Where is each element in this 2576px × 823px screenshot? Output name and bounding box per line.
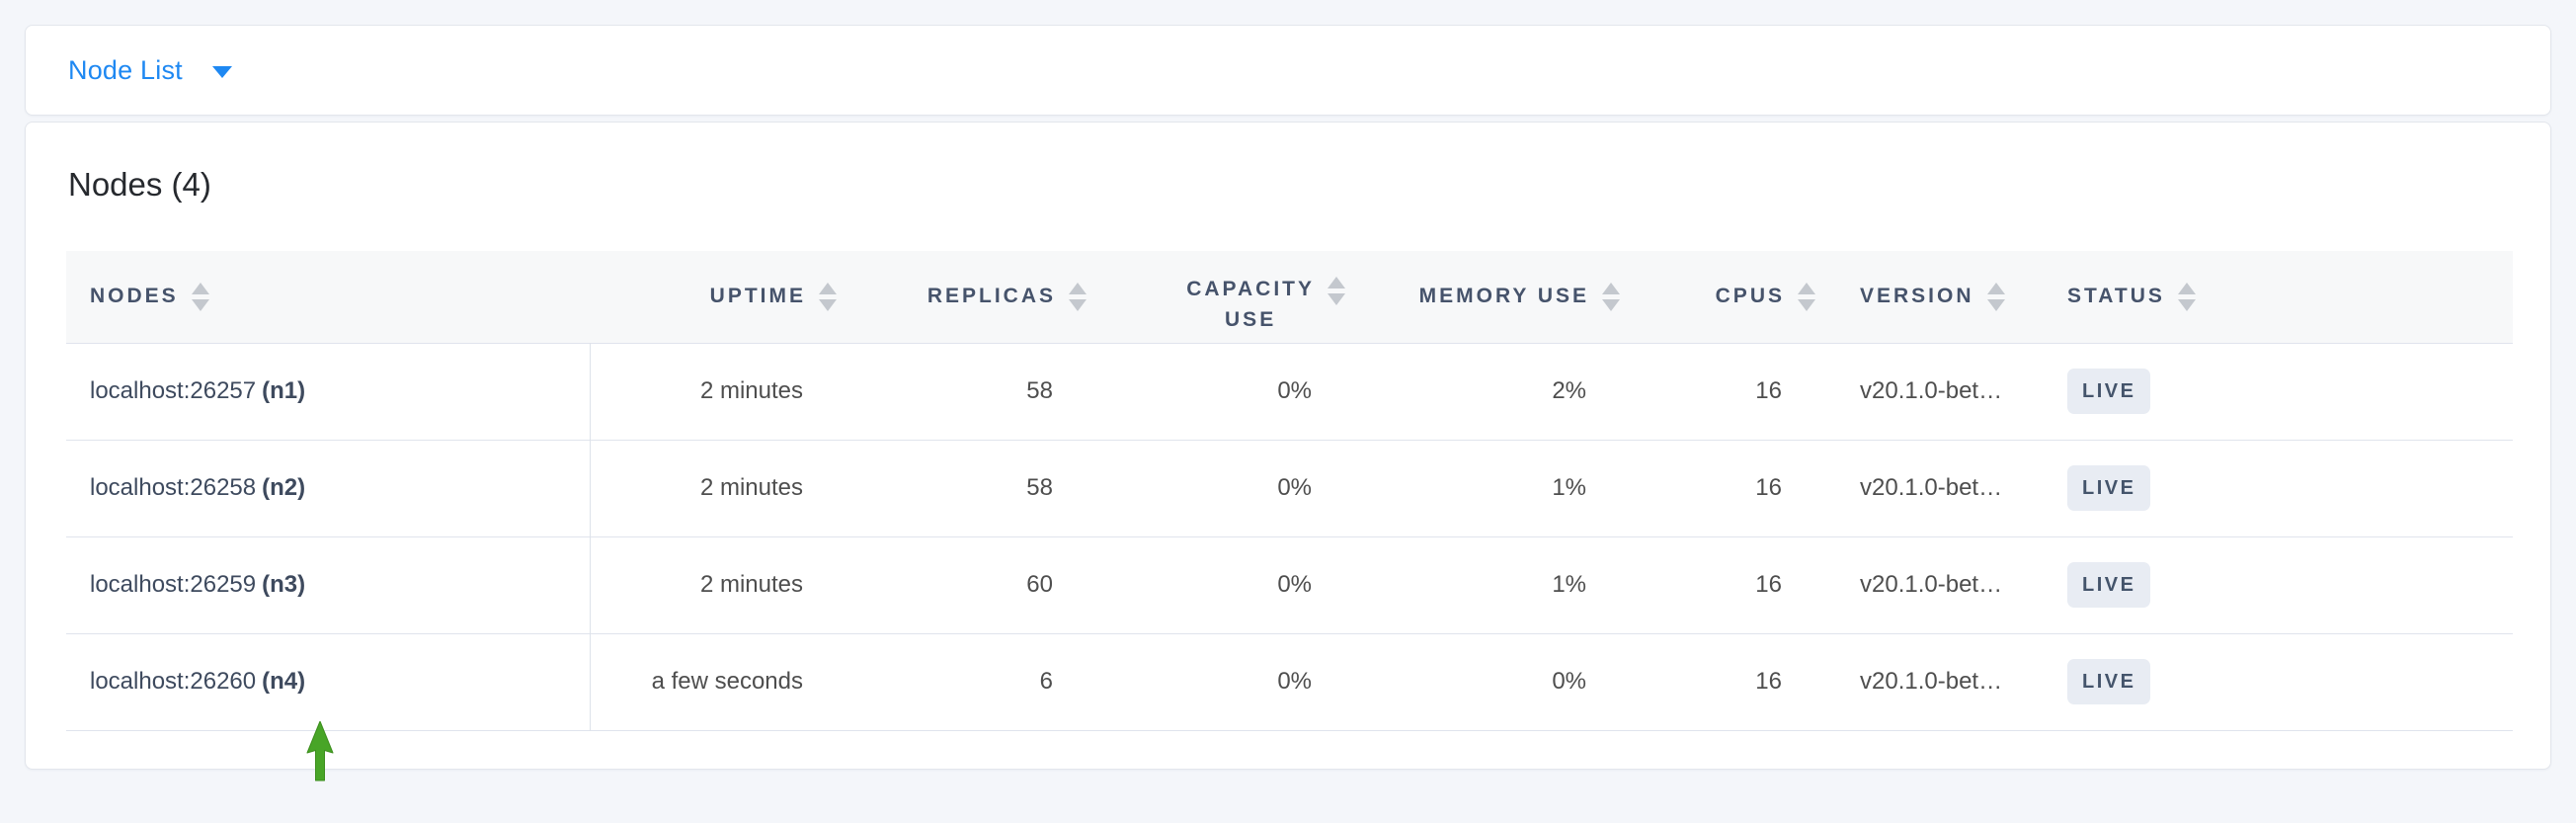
sort-arrows-icon[interactable] bbox=[1328, 276, 1345, 305]
node-cell[interactable]: localhost:26259 (n3) bbox=[66, 536, 591, 633]
uptime-cell: 2 minutes bbox=[699, 377, 803, 404]
replicas-cell: 58 bbox=[1026, 474, 1053, 501]
table-header-row: NODES UPTIME REPLICAS bbox=[66, 251, 2513, 343]
version-cell: v20.1.0-bet… bbox=[1860, 377, 2003, 404]
column-header-nodes[interactable]: NODES bbox=[66, 251, 590, 343]
column-label: CAPACITY USE bbox=[1186, 277, 1315, 331]
version-cell: v20.1.0-bet… bbox=[1860, 668, 2003, 695]
view-dropdown-label: Node List bbox=[68, 54, 183, 85]
chevron-down-icon bbox=[211, 66, 232, 78]
status-badge: LIVE bbox=[2067, 659, 2151, 704]
sort-arrows-icon[interactable] bbox=[1602, 282, 1620, 311]
cpus-cell: 16 bbox=[1755, 377, 1782, 404]
node-address[interactable]: localhost:26260 bbox=[90, 668, 257, 695]
table-row[interactable]: localhost:26259 (n3) 2 minutes 60 0% 1% 1… bbox=[66, 536, 2513, 633]
column-label: MEMORY USE bbox=[1418, 285, 1589, 308]
node-cell[interactable]: localhost:26258 (n2) bbox=[66, 440, 591, 536]
column-label: CPUS bbox=[1715, 285, 1785, 308]
node-address[interactable]: localhost:26259 bbox=[90, 571, 257, 598]
status-cell: LIVE bbox=[2043, 633, 2513, 730]
status-badge: LIVE bbox=[2067, 369, 2151, 414]
column-header-version[interactable]: VERSION bbox=[1835, 251, 2043, 343]
view-selector-card: Node List bbox=[25, 25, 2551, 116]
node-id: (n3) bbox=[262, 571, 306, 598]
table-row[interactable]: localhost:26257 (n1) 2 minutes 58 0% 2% 1… bbox=[66, 343, 2513, 440]
status-badge: LIVE bbox=[2067, 465, 2151, 511]
column-header-status[interactable]: STATUS bbox=[2043, 251, 2513, 343]
column-header-cpus[interactable]: CPUS bbox=[1640, 251, 1835, 343]
column-label: STATUS bbox=[2067, 285, 2165, 308]
capacity-cell: 0% bbox=[1277, 571, 1312, 598]
status-badge: LIVE bbox=[2067, 562, 2151, 608]
uptime-cell: 2 minutes bbox=[699, 474, 803, 501]
replicas-cell: 58 bbox=[1026, 377, 1053, 404]
cpus-cell: 16 bbox=[1755, 668, 1782, 695]
memory-cell: 0% bbox=[1552, 668, 1586, 695]
memory-cell: 1% bbox=[1552, 474, 1586, 501]
status-cell: LIVE bbox=[2043, 343, 2513, 440]
status-cell: LIVE bbox=[2043, 440, 2513, 536]
capacity-cell: 0% bbox=[1277, 474, 1312, 501]
column-header-replicas[interactable]: REPLICAS bbox=[856, 251, 1106, 343]
memory-cell: 2% bbox=[1552, 377, 1586, 404]
node-address[interactable]: localhost:26258 bbox=[90, 474, 257, 501]
cpus-cell: 16 bbox=[1755, 571, 1782, 598]
column-label: VERSION bbox=[1860, 285, 1974, 308]
column-label: REPLICAS bbox=[926, 285, 1056, 308]
column-header-uptime[interactable]: UPTIME bbox=[590, 251, 856, 343]
sort-arrows-icon[interactable] bbox=[819, 282, 837, 311]
sort-arrows-icon[interactable] bbox=[1069, 282, 1087, 311]
sort-arrows-icon[interactable] bbox=[191, 282, 209, 311]
sort-arrows-icon[interactable] bbox=[1798, 282, 1815, 311]
version-cell: v20.1.0-bet… bbox=[1860, 474, 2003, 501]
table-row[interactable]: localhost:26260 (n4) a few seconds 6 0% 0… bbox=[66, 633, 2513, 730]
status-cell: LIVE bbox=[2043, 536, 2513, 633]
nodes-table: NODES UPTIME REPLICAS bbox=[66, 251, 2513, 731]
page-title: Nodes (4) bbox=[68, 166, 211, 203]
uptime-cell: a few seconds bbox=[651, 668, 803, 695]
uptime-cell: 2 minutes bbox=[699, 571, 803, 598]
node-id: (n2) bbox=[262, 474, 306, 501]
replicas-cell: 60 bbox=[1026, 571, 1053, 598]
nodes-card: Nodes (4) NODES UPTIME bbox=[25, 122, 2551, 770]
memory-cell: 1% bbox=[1552, 571, 1586, 598]
column-header-capacity-use[interactable]: CAPACITY USE bbox=[1106, 251, 1365, 343]
version-cell: v20.1.0-bet… bbox=[1860, 571, 2003, 598]
arrow-up-icon bbox=[306, 721, 334, 782]
node-id: (n4) bbox=[262, 668, 306, 695]
node-cell[interactable]: localhost:26260 (n4) bbox=[66, 633, 591, 730]
capacity-cell: 0% bbox=[1277, 377, 1312, 404]
sort-arrows-icon[interactable] bbox=[2177, 282, 2196, 311]
replicas-cell: 6 bbox=[1039, 668, 1053, 695]
column-label: NODES bbox=[90, 285, 179, 308]
capacity-cell: 0% bbox=[1277, 668, 1312, 695]
cpus-cell: 16 bbox=[1755, 474, 1782, 501]
node-address[interactable]: localhost:26257 bbox=[90, 377, 257, 404]
node-id: (n1) bbox=[262, 377, 306, 404]
column-header-memory-use[interactable]: MEMORY USE bbox=[1365, 251, 1640, 343]
view-dropdown[interactable]: Node List bbox=[68, 55, 232, 86]
column-label: UPTIME bbox=[709, 285, 806, 308]
table-row[interactable]: localhost:26258 (n2) 2 minutes 58 0% 1% 1… bbox=[66, 440, 2513, 536]
node-cell[interactable]: localhost:26257 (n1) bbox=[66, 343, 591, 440]
sort-arrows-icon[interactable] bbox=[1986, 282, 2005, 311]
